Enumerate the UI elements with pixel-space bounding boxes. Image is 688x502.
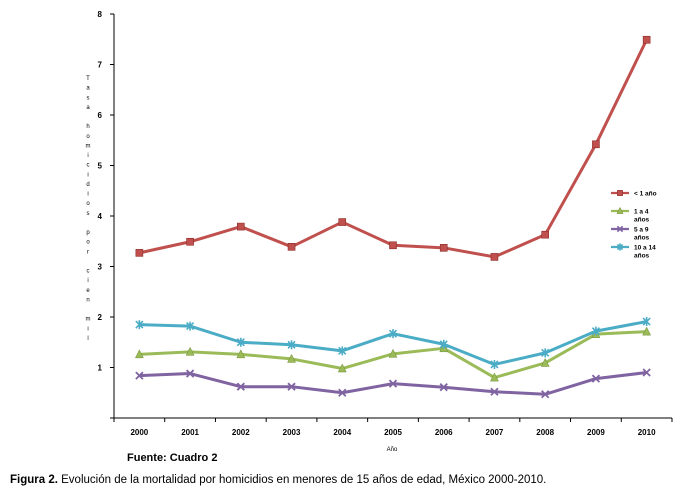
data-point [236, 382, 245, 391]
x-tick-label: 2006 [435, 428, 453, 437]
data-point [185, 369, 195, 378]
data-point [287, 340, 296, 350]
x-axis-label: Año [387, 447, 398, 453]
data-point [490, 387, 499, 396]
data-point [490, 253, 499, 261]
x-tick-label: 2009 [587, 428, 605, 437]
legend-label: < 1 año [634, 191, 657, 198]
legend-item: 1 a 4 años [611, 206, 650, 224]
y-tick-labels: 1 2 3 4 5 6 7 8 [98, 10, 103, 373]
data-point [186, 321, 195, 331]
legend-label: 1 a 4 años [634, 209, 650, 224]
data-point [135, 371, 144, 380]
legend-label: 5 a 9 años [634, 227, 650, 242]
data-point [388, 379, 398, 388]
data-point [338, 346, 347, 356]
series-4 [135, 317, 651, 369]
legend: < 1 año 1 a 4 años 5 a 9 años 10 a 14 años [611, 190, 657, 260]
series-1 [135, 35, 651, 261]
data-point [236, 337, 245, 347]
data-point [338, 388, 347, 397]
data-point [287, 243, 296, 251]
figure-caption: Figura 2. Evolución de la mortalidad por… [10, 474, 546, 486]
data-point [388, 348, 398, 358]
x-tick-label: 2010 [638, 428, 656, 437]
data-point [541, 390, 550, 399]
y-tick-label: 7 [98, 61, 103, 70]
data-point [642, 368, 651, 377]
y-tick-label: 2 [98, 313, 103, 322]
y-tick-label: 6 [98, 111, 103, 120]
caption-text: Evolución de la mortalidad por homicidio… [57, 474, 547, 486]
series-group [134, 35, 652, 399]
series-3 [135, 368, 651, 399]
series-line [139, 39, 648, 259]
x-tick-label: 2005 [384, 428, 402, 437]
data-point [439, 339, 448, 349]
data-point [490, 372, 499, 382]
data-point [642, 326, 652, 336]
data-point [135, 249, 144, 257]
data-point [541, 348, 550, 358]
legend-label: 10 a 14 años [634, 245, 656, 260]
data-point [642, 317, 651, 327]
x-tick-label: 2008 [536, 428, 554, 437]
y-tick-label: 1 [98, 364, 103, 373]
data-point [287, 353, 296, 363]
series-line [139, 320, 647, 366]
data-point [616, 206, 624, 214]
legend-item: < 1 año [611, 190, 657, 198]
data-point [439, 244, 448, 252]
legend-item: 5 a 9 años [611, 225, 650, 242]
data-point [616, 225, 624, 233]
data-point [591, 374, 601, 383]
x-tick-label: 2003 [283, 428, 301, 437]
x-tick-label: 2007 [486, 428, 504, 437]
data-point [337, 363, 347, 373]
data-point [389, 241, 397, 250]
data-point [338, 218, 347, 226]
data-point [388, 329, 398, 339]
y-tick-label: 3 [98, 263, 103, 272]
x-tick-label: 2001 [181, 428, 199, 437]
data-point [617, 190, 623, 196]
x-tick-label: 2002 [232, 428, 250, 437]
data-point [135, 320, 144, 330]
chart-axes [110, 13, 673, 422]
y-tick-label: 5 [98, 162, 103, 171]
data-point [540, 357, 550, 367]
data-point [185, 346, 195, 356]
data-point [237, 222, 245, 231]
y-tick-label: 8 [98, 10, 103, 19]
legend-item: 10 a 14 años [611, 243, 656, 260]
data-point [186, 237, 194, 246]
data-point [592, 140, 600, 149]
x-tick-label: 2000 [130, 428, 148, 437]
x-tick-label: 2004 [333, 428, 351, 437]
data-point [591, 326, 600, 336]
data-point [642, 35, 651, 44]
caption-lead: Figura 2. [10, 474, 58, 486]
data-point [616, 243, 624, 251]
y-tick-label: 4 [98, 212, 103, 221]
x-tick-labels: 2000 2001 2002 2003 2004 2005 2006 2007 2008 2009… [130, 428, 656, 437]
data-point [287, 382, 296, 391]
data-point [134, 349, 144, 359]
data-point [490, 359, 499, 369]
data-point [541, 230, 549, 239]
data-point [439, 383, 448, 392]
series-2 [134, 326, 652, 382]
source-note: Fuente: Cuadro 2 [127, 452, 218, 464]
data-point [236, 349, 246, 359]
